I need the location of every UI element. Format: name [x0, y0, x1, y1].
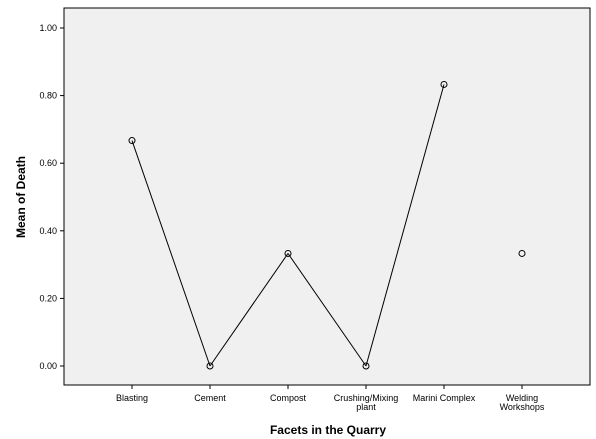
x-tick-label: plant	[356, 402, 376, 412]
x-tick-label: Welding	[506, 393, 538, 403]
y-tick-label: 0.00	[39, 361, 57, 371]
series-line-segment	[131, 140, 211, 367]
y-tick-label: 0.60	[39, 158, 57, 168]
series-mean-of-death	[128, 80, 526, 370]
y-tick-label: 0.20	[39, 293, 57, 303]
x-tick-label: Cement	[194, 393, 226, 403]
data-point	[518, 249, 526, 257]
x-tick-label: Crushing/Mixing	[334, 393, 399, 403]
x-axis-title: Facets in the Quarry	[270, 423, 386, 437]
x-axis: Blasting Cement Compost Crushing/Mixingplan…	[116, 385, 545, 412]
y-axis-title: Mean of Death	[14, 156, 28, 238]
x-tick-label: Blasting	[116, 393, 148, 403]
y-tick-label: 0.80	[39, 91, 57, 101]
x-tick-label: Compost	[270, 393, 307, 403]
y-tick-label: 1.00	[39, 23, 57, 33]
series-line-segment	[287, 253, 367, 367]
data-point	[440, 80, 448, 88]
data-point	[362, 362, 370, 370]
series-line-segment	[209, 253, 289, 367]
plot-area	[63, 7, 591, 386]
series-line-segment	[365, 84, 445, 367]
y-axis: 0.00 0.20 0.40 0.60 0.80 1.00	[39, 23, 64, 371]
y-tick-label: 0.40	[39, 226, 57, 236]
data-point	[128, 137, 136, 145]
x-tick-label: Workshops	[500, 402, 545, 412]
data-point	[206, 362, 214, 370]
x-tick-label: Marini Complex	[413, 393, 476, 403]
data-point	[284, 249, 292, 257]
